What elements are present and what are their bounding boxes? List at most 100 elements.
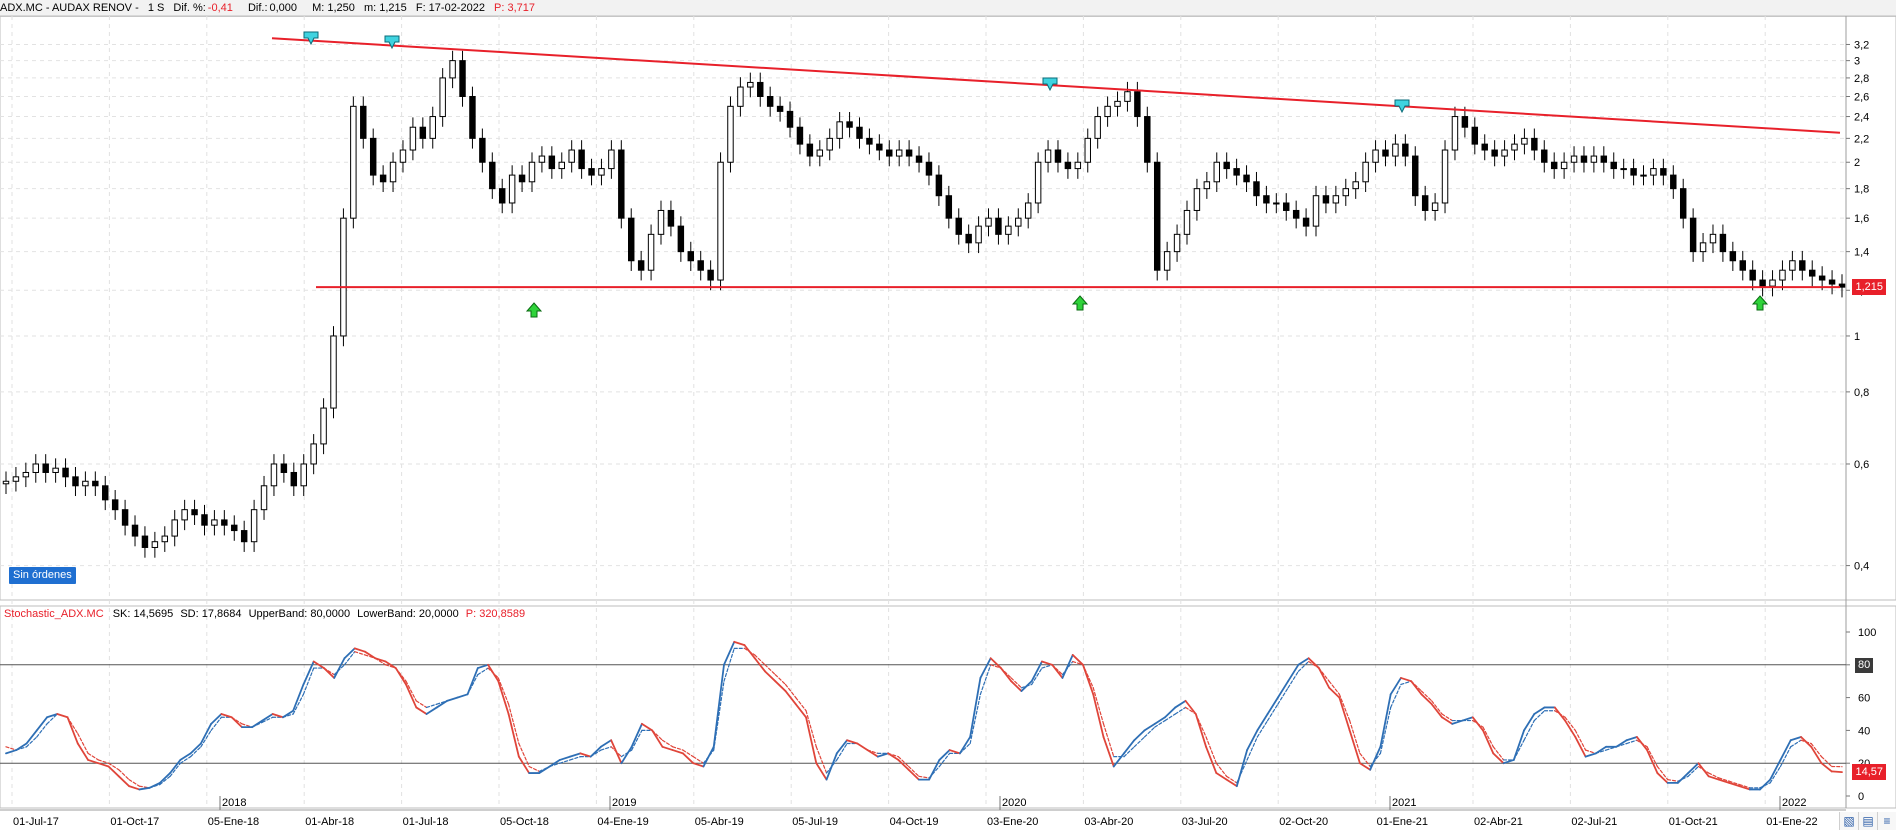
sk-line-segment (630, 722, 643, 748)
sd-line-segment (1205, 736, 1217, 764)
sk-line-segment (1441, 716, 1454, 725)
sk-line-segment (948, 749, 961, 755)
candle-body (1144, 116, 1151, 163)
sk-line-segment (384, 660, 397, 669)
price-tick-label: 2 (1854, 157, 1860, 169)
candle-body (1640, 174, 1647, 177)
candle-body (538, 155, 546, 163)
candle-body (290, 471, 298, 487)
candle-body (1620, 168, 1627, 171)
sk-line-segment (15, 742, 28, 751)
sk-line-segment (1625, 736, 1638, 742)
sd-line-segment (292, 693, 305, 715)
sd-line-segment (384, 664, 397, 669)
sk-line-segment (138, 786, 151, 791)
sd-line-segment (518, 742, 530, 768)
sk-line-segment (1153, 716, 1166, 725)
candle-body (52, 467, 59, 473)
sk-line-segment (1297, 657, 1310, 666)
stochastic-tick-label: 0 (1858, 791, 1864, 803)
sk-line-segment (282, 709, 295, 719)
upper-band-tag: 80 (1855, 658, 1874, 673)
candle-body (131, 524, 139, 537)
sk-line-segment (805, 716, 818, 765)
candle-body (975, 225, 982, 244)
candle-body (856, 126, 863, 139)
sk-line-segment (1635, 736, 1649, 751)
sk-line-segment (1400, 677, 1413, 683)
sk-line-segment (261, 713, 274, 722)
stochastic-tick-label: 40 (1858, 725, 1870, 737)
candle-body (1610, 161, 1617, 170)
sd-line-segment (179, 756, 192, 764)
sd-line-segment (805, 710, 817, 748)
price-tick-label: 1,6 (1854, 213, 1869, 225)
candle-body (1729, 251, 1737, 262)
candle-body (62, 467, 69, 478)
sd-line-segment (1820, 756, 1833, 768)
price-tick-label: 3,2 (1854, 39, 1869, 51)
candle-body (1491, 149, 1498, 157)
sd-line-segment (97, 759, 110, 764)
sk-line-segment (1235, 749, 1248, 788)
candle-body (439, 77, 446, 118)
candle-body (925, 161, 933, 176)
candle-body (1034, 161, 1042, 204)
sk-line-segment (1359, 762, 1372, 771)
candle-body (211, 519, 218, 526)
candle-body (1779, 269, 1786, 281)
sk-line-segment (692, 762, 705, 768)
sk-line-segment (1492, 752, 1505, 765)
sk-line-segment (784, 690, 797, 706)
upper-band-value: UpperBand: 80,0000 (248, 608, 351, 620)
sk-line-segment (199, 722, 213, 745)
candle-body (1679, 188, 1687, 219)
sd-line-segment (795, 696, 807, 712)
save-icon[interactable]: ▤ (1858, 812, 1877, 830)
sk-line-segment (1041, 660, 1054, 666)
menu-icon[interactable]: ≡ (1877, 812, 1896, 830)
sd-line-segment (908, 765, 920, 777)
sd-line-segment (1349, 719, 1361, 754)
time-tick-label: 04-Ene-19 (597, 816, 648, 828)
sd-line-segment (1379, 706, 1392, 754)
sell-signal-arrow (1042, 77, 1058, 92)
candle-body (1421, 195, 1429, 211)
chart-icon[interactable]: ▧ (1839, 812, 1858, 830)
sd-line-segment (1708, 772, 1720, 779)
candle-body (399, 149, 407, 163)
price-label: P: 3,717 (494, 2, 535, 14)
sk-line-segment (1030, 660, 1043, 683)
sd-line-segment (1431, 700, 1443, 715)
candle-body (240, 530, 248, 543)
sk-line-segment (25, 729, 38, 745)
time-tick-label: 03-Jul-20 (1182, 816, 1228, 828)
candle-body (1739, 260, 1746, 271)
buy-signal-arrow (525, 302, 543, 318)
sk-line-segment (1112, 752, 1125, 768)
sk-line-segment (1830, 770, 1843, 774)
price-tick-label: 3 (1854, 56, 1860, 68)
candle-body (1332, 195, 1340, 204)
sk-line-segment (1779, 739, 1792, 761)
sd-line-segment (1031, 667, 1043, 686)
sk-line-segment (1123, 739, 1136, 755)
price-tick-label: 0,4 (1854, 561, 1869, 573)
stochastic-last-tag: 14,57 (1852, 764, 1886, 781)
sk-line-segment (825, 752, 838, 781)
sd-line-segment (302, 667, 315, 695)
candle-body (1372, 149, 1379, 163)
candle-body (1253, 181, 1260, 197)
orders-badge[interactable]: Sin órdenes (9, 567, 76, 584)
sd-line-segment (1441, 713, 1453, 722)
sk-line-segment (46, 713, 59, 719)
sk-line-segment (1287, 663, 1300, 683)
sk-line-segment (815, 762, 828, 781)
sd-line-segment (1482, 726, 1494, 748)
sd-line-segment (918, 775, 930, 779)
sk-line-segment (210, 713, 223, 725)
candle-body (1699, 242, 1707, 253)
sd-line-segment (200, 729, 212, 748)
candle-body (340, 217, 347, 337)
